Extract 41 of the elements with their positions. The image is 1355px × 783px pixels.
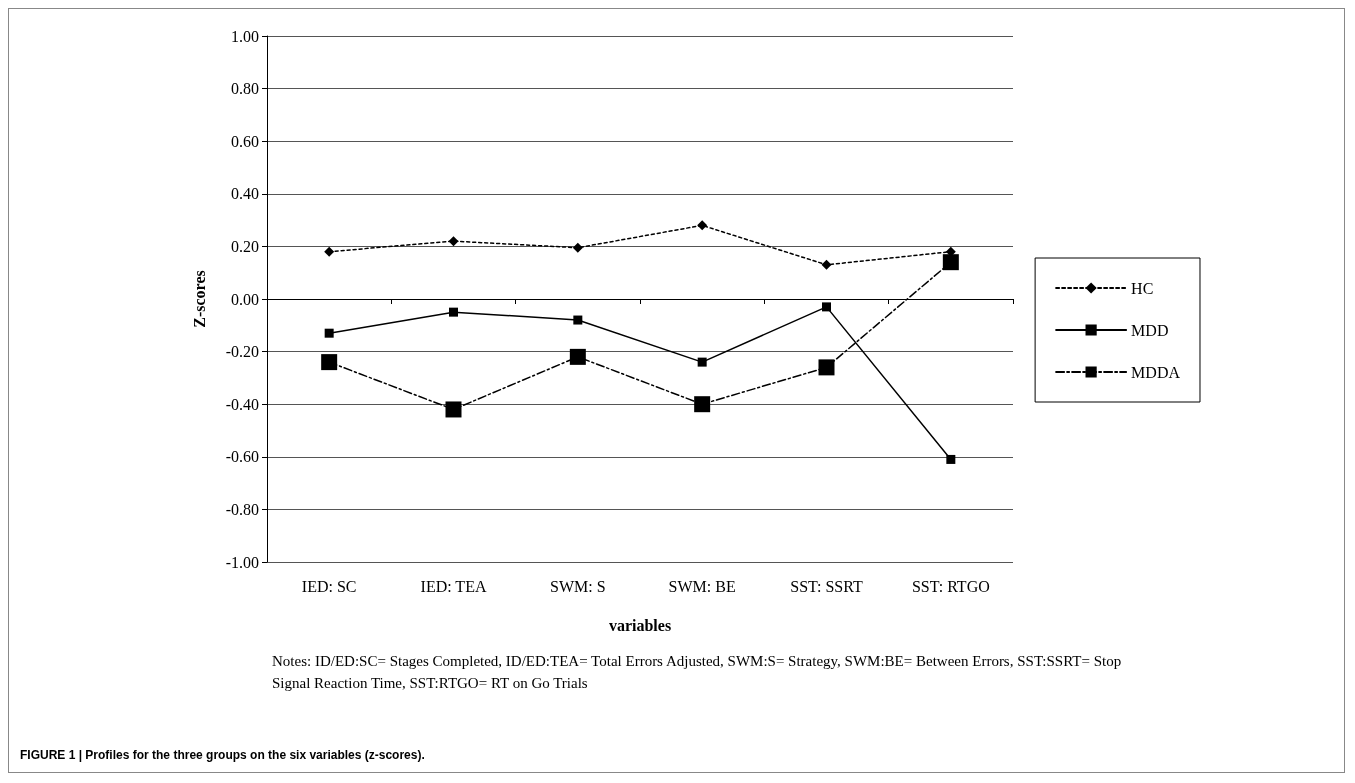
point bbox=[822, 302, 831, 312]
point bbox=[448, 236, 459, 247]
x-tick-label: SST: SSRT bbox=[790, 577, 863, 595]
point bbox=[569, 348, 586, 365]
y-tick-label: -0.20 bbox=[225, 343, 259, 361]
point bbox=[821, 259, 832, 270]
y-tick-label: 0.00 bbox=[231, 290, 259, 308]
y-tick-label: 0.40 bbox=[231, 185, 259, 203]
point bbox=[321, 354, 338, 371]
y-axis-title: Z-scores bbox=[190, 270, 208, 328]
point bbox=[572, 242, 583, 253]
point bbox=[445, 401, 462, 418]
y-tick-label: 0.80 bbox=[231, 80, 259, 98]
y-tick-label: -0.80 bbox=[225, 500, 259, 518]
y-tick-label: 0.60 bbox=[231, 132, 259, 150]
text: Notes: ID/ED:SC= Stages Completed, ID/ED:TEA= Total Errors Adjusted, SWM:S= Strategy, SWM:BE= Between Errors, SST:SSRT= Stop Signal Reaction Time, SST:RTGO= RT on Go Trials bbox=[272, 652, 1122, 693]
x-tick-label: SWM: S bbox=[550, 577, 606, 595]
x-axis-title: variables bbox=[608, 616, 672, 634]
point bbox=[324, 246, 335, 257]
x-tick-label: SWM: BE bbox=[668, 577, 736, 595]
point bbox=[449, 307, 458, 317]
legend-label: HC bbox=[1131, 279, 1154, 297]
point bbox=[694, 396, 711, 413]
point bbox=[946, 454, 956, 464]
point bbox=[942, 254, 959, 271]
x-tick-label: SST: RTGO bbox=[911, 577, 990, 595]
y-tick-label: 0.20 bbox=[231, 237, 259, 255]
legend-label: MDD bbox=[1131, 321, 1169, 339]
point bbox=[573, 315, 583, 325]
x-tick-label: IED: TEA bbox=[420, 577, 487, 595]
point bbox=[324, 328, 334, 338]
legend-label: MDDA bbox=[1131, 363, 1181, 381]
y-tick-label: 1.00 bbox=[231, 27, 259, 45]
y-tick-label: -0.40 bbox=[225, 395, 259, 413]
y-tick-label: -0.60 bbox=[225, 448, 259, 466]
x-tick-label: IED: SC bbox=[301, 577, 357, 595]
point bbox=[697, 220, 708, 231]
point bbox=[697, 357, 707, 367]
caption: FIGURE 1 | Profiles for the three groups on the six variables (z-scores). bbox=[20, 748, 425, 762]
point bbox=[818, 359, 835, 376]
y-tick-label: -1.00 bbox=[225, 553, 259, 571]
